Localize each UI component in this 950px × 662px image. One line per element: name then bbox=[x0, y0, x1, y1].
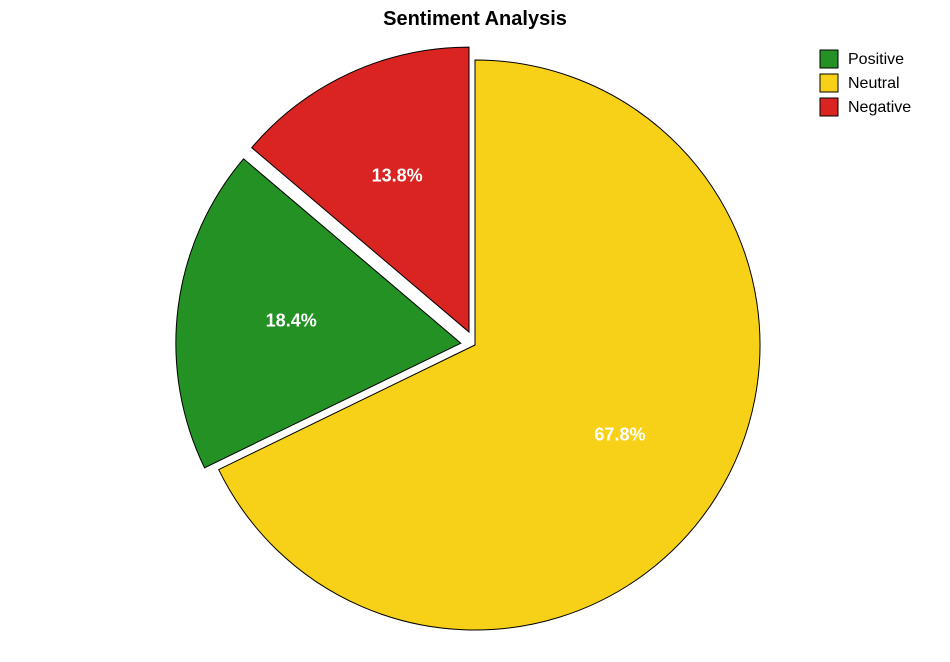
legend-swatch-neutral bbox=[820, 74, 838, 92]
sentiment-pie-chart: Sentiment Analysis 67.8% 18.4% 13.8% Posit… bbox=[0, 0, 950, 662]
legend: Positive Neutral Negative bbox=[820, 50, 911, 116]
pie-slice-label-negative: 13.8% bbox=[372, 166, 423, 186]
pie-slice-label-neutral: 67.8% bbox=[594, 424, 645, 444]
legend-label-negative: Negative bbox=[848, 99, 911, 116]
legend-swatch-negative bbox=[820, 98, 838, 116]
chart-title: Sentiment Analysis bbox=[383, 8, 567, 30]
legend-label-neutral: Neutral bbox=[848, 75, 900, 92]
legend-swatch-positive bbox=[820, 50, 838, 68]
pie-slice-label-positive: 18.4% bbox=[266, 311, 317, 331]
legend-label-positive: Positive bbox=[848, 51, 904, 68]
